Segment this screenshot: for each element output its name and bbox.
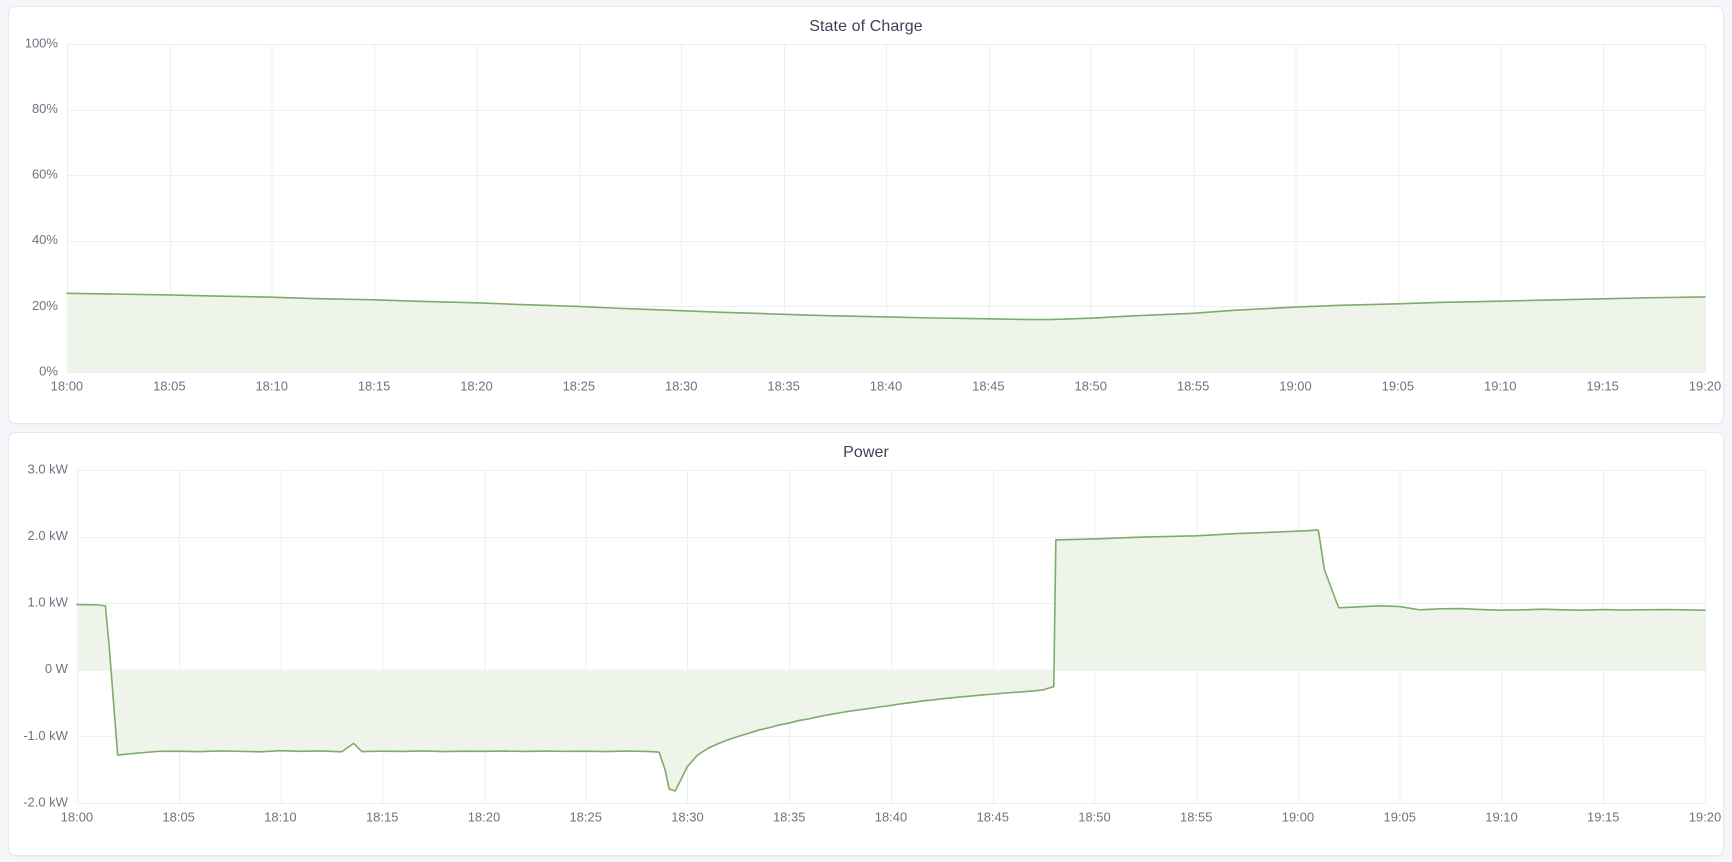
x-axis-tick-label: 18:50 bbox=[1074, 379, 1106, 394]
series-line-path bbox=[66, 292, 1706, 321]
power-title: Power bbox=[843, 444, 889, 461]
x-axis-tick-label: 19:00 bbox=[1279, 379, 1311, 394]
x-axis-tick-label: 18:00 bbox=[61, 810, 93, 825]
state-of-charge-svg: 0% 20% 40% 60% 80% 100% 18:00 18:05 18:10 18:15 18… bbox=[25, 36, 1722, 394]
x-axis-tick-label: 18:00 bbox=[51, 379, 83, 394]
y-axis-tick-label: -1.0 kW bbox=[23, 728, 68, 743]
y-axis-tick-label: 0 W bbox=[45, 661, 69, 676]
series-area-fill bbox=[76, 529, 1706, 792]
state-of-charge-plot: 0% 20% 40% 60% 80% 100% 18:00 18:05 18:10 18:15 18… bbox=[9, 36, 1723, 406]
series-line-path bbox=[76, 529, 1706, 792]
x-axis-tick-label: 18:15 bbox=[358, 379, 390, 394]
x-axis-tick-label: 19:10 bbox=[1485, 810, 1517, 825]
y-axis-tick-label: 100% bbox=[25, 36, 59, 50]
x-axis-tick-label: 19:15 bbox=[1587, 810, 1619, 825]
x-axis-tick-label: 18:10 bbox=[264, 810, 296, 825]
y-axis-tick-label: 40% bbox=[32, 232, 58, 247]
x-axis-tick-label: 18:30 bbox=[665, 379, 697, 394]
x-axis-tick-label: 18:35 bbox=[773, 810, 805, 825]
y-axis-tick-label: 1.0 kW bbox=[28, 595, 69, 610]
series-area-fill bbox=[66, 293, 1706, 372]
x-axis-tick-label: 19:15 bbox=[1586, 379, 1618, 394]
power-svg: -2.0 kW -1.0 kW 0 W 1.0 kW 2.0 kW 3.0 kW 18:00… bbox=[23, 462, 1721, 825]
x-axis-tick-label: 18:20 bbox=[468, 810, 500, 825]
x-axis-tick-label: 18:25 bbox=[563, 379, 595, 394]
x-axis-tick-label: 18:45 bbox=[972, 379, 1004, 394]
x-axis-tick-label: 18:50 bbox=[1078, 810, 1110, 825]
x-axis-tick-label: 18:35 bbox=[767, 379, 799, 394]
y-axis-tick-label: 0% bbox=[39, 363, 58, 378]
x-axis-tick-label: 19:10 bbox=[1484, 379, 1516, 394]
y-axis-tick-label: 80% bbox=[32, 101, 58, 116]
y-axis-tick-label: 3.0 kW bbox=[28, 462, 69, 476]
y-axis-tick-label: -2.0 kW bbox=[23, 794, 68, 809]
state-of-charge-card: State of Charge 0% 20% 40% 60% 80% 100% 18:00 1… bbox=[8, 6, 1724, 424]
x-axis-tick-label: 18:30 bbox=[671, 810, 703, 825]
x-axis-tick-label: 18:20 bbox=[460, 379, 492, 394]
x-axis-tick-label: 18:10 bbox=[255, 379, 287, 394]
x-axis-tick-label: 18:15 bbox=[366, 810, 398, 825]
power-card: Power -2.0 kW -1.0 kW 0 W 1.0 kW 2.0 kW 3.0 k… bbox=[8, 432, 1724, 856]
state-of-charge-title: State of Charge bbox=[809, 18, 923, 35]
power-plot: -2.0 kW -1.0 kW 0 W 1.0 kW 2.0 kW 3.0 kW 18:00… bbox=[9, 462, 1723, 837]
y-axis-tick-label: 2.0 kW bbox=[28, 528, 69, 543]
x-axis-tick-label: 18:05 bbox=[153, 379, 185, 394]
x-axis-tick-label: 18:55 bbox=[1180, 810, 1212, 825]
x-axis-tick-label: 18:05 bbox=[162, 810, 194, 825]
x-axis-tick-label: 19:00 bbox=[1282, 810, 1314, 825]
x-axis-tick-label: 18:25 bbox=[569, 810, 601, 825]
y-axis-tick-label: 20% bbox=[32, 298, 58, 313]
x-axis-tick-label: 18:40 bbox=[870, 379, 902, 394]
x-axis-tick-label: 19:20 bbox=[1689, 379, 1721, 394]
x-axis-tick-label: 18:40 bbox=[875, 810, 907, 825]
y-axis-tick-label: 60% bbox=[32, 167, 58, 182]
x-axis-tick-label: 19:20 bbox=[1689, 810, 1721, 825]
x-axis-tick-label: 19:05 bbox=[1384, 810, 1416, 825]
x-axis-tick-label: 18:55 bbox=[1177, 379, 1209, 394]
x-axis-tick-label: 19:05 bbox=[1382, 379, 1414, 394]
x-axis-tick-label: 18:45 bbox=[976, 810, 1008, 825]
